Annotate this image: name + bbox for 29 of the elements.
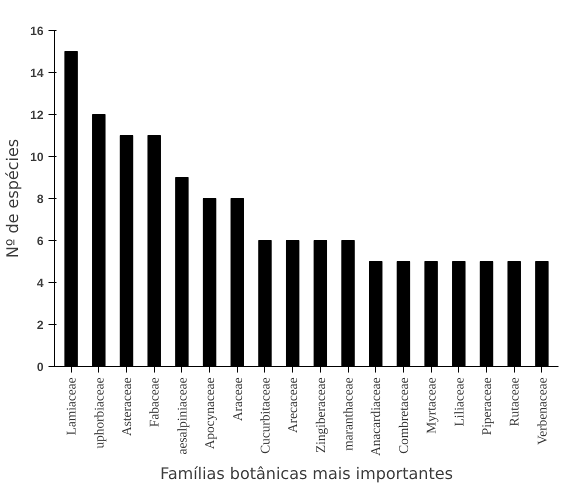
x-tick-label: aesalpiniaceae xyxy=(174,377,190,454)
y-tick-label: 6 xyxy=(36,234,44,248)
x-tick-label: maranthaceae xyxy=(340,377,356,451)
y-tick-label: 8 xyxy=(36,192,44,206)
x-axis-title: Famílias botânicas mais importantes xyxy=(160,464,453,483)
y-tick-label: 4 xyxy=(36,276,44,290)
y-tick-label: 2 xyxy=(36,318,44,332)
x-tick-label: Fabaceae xyxy=(146,377,162,428)
y-tick-label: 0 xyxy=(36,360,44,374)
x-tick-label: Cucurbitaceae xyxy=(257,377,272,454)
y-tick-label: 12 xyxy=(30,108,44,122)
x-tick-label: Combretaceae xyxy=(396,377,411,454)
x-tick-label: Piperaceae xyxy=(479,377,494,436)
x-tick-label: Myrtaceae xyxy=(424,377,439,434)
x-tick-label: Arecaceae xyxy=(285,377,300,433)
x-tick-label: Verbenaceae xyxy=(534,377,550,445)
x-tick-label: Rutaceae xyxy=(506,377,522,426)
y-tick-label: 10 xyxy=(30,150,44,164)
x-tick-label: Anacardiaceae xyxy=(368,377,384,456)
x-tick-label: Liliaceae xyxy=(451,377,466,426)
y-axis-title: Nº de espécies xyxy=(3,138,22,258)
x-tick-label: Araceae xyxy=(230,377,245,422)
x-tick-label: Apocynaceae xyxy=(202,377,218,450)
x-tick-label: Zingiberaceae xyxy=(312,377,328,453)
x-tick-label: Asteraceae xyxy=(119,377,134,436)
x-tick-label: uphorbiaceae xyxy=(91,377,106,449)
x-tick-label: Lamiaceae xyxy=(64,377,79,436)
y-tick-label: 14 xyxy=(30,66,44,80)
y-tick-label: 16 xyxy=(30,24,44,38)
